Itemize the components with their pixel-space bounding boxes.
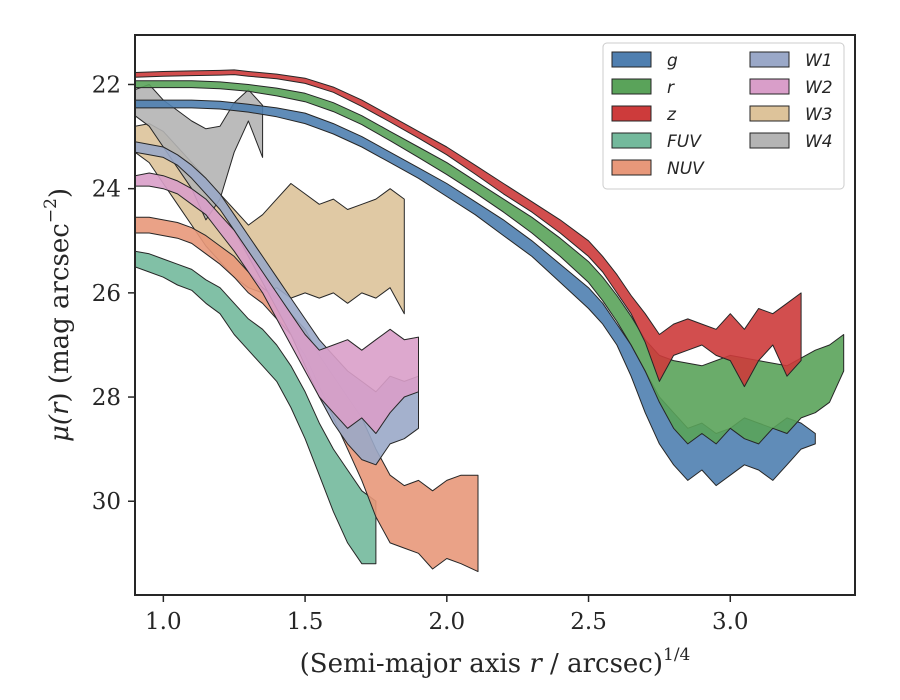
legend-swatch-r (611, 78, 652, 95)
series-layer (135, 69, 845, 573)
legend-swatch-w1 (749, 51, 790, 68)
y-tick-label: 30 (92, 489, 121, 515)
legend-swatch-w4 (749, 132, 790, 149)
band-w2 (135, 172, 419, 434)
legend-label-z: z (666, 105, 677, 125)
legend-label-w3: W3 (805, 105, 833, 125)
x-tick-label: 2.5 (570, 609, 607, 635)
band-fuv (135, 250, 377, 565)
legend-label-w2: W2 (805, 78, 833, 98)
y-tick-label: 28 (92, 385, 121, 411)
band-r (135, 80, 845, 445)
ticks-layer: 1.0 1.5 2.0 2.5 3.0 22 24 26 28 30 (92, 72, 749, 635)
band-g (135, 99, 816, 487)
legend-label-nuv: NUV (667, 159, 705, 179)
x-tick-label: 1.0 (145, 609, 182, 635)
legend-label-r: r (667, 78, 675, 98)
legend: grz FUV NUV W1 W2 W3 W4 (602, 42, 845, 190)
x-tick-label: 1.5 (287, 609, 324, 635)
legend-label-fuv: FUV (667, 132, 702, 152)
legend-label-w1: W1 (805, 51, 833, 71)
y-tick-label: 24 (92, 177, 121, 203)
plot-frame (134, 34, 856, 596)
x-tick-label: 3.0 (712, 609, 749, 635)
legend-swatch-z (611, 105, 652, 122)
legend-label-w4: W4 (805, 132, 833, 152)
x-tick-label: 2.0 (429, 609, 466, 635)
legend-swatch-w2 (749, 78, 790, 95)
y-axis-label: μ(r) (mag arcsec−2) (41, 188, 75, 442)
y-tick-label: 26 (92, 281, 121, 307)
band-z (135, 69, 802, 388)
legend-swatch-fuv (611, 132, 652, 149)
x-axis-label: (Semi-major axis r / arcsec)1/4 (300, 645, 691, 679)
legend-swatch-g (611, 51, 652, 68)
legend-label-g: g (667, 51, 678, 71)
legend-swatch-w3 (749, 105, 790, 122)
legend-swatch-nuv (611, 159, 652, 176)
y-tick-label: 22 (92, 72, 121, 98)
